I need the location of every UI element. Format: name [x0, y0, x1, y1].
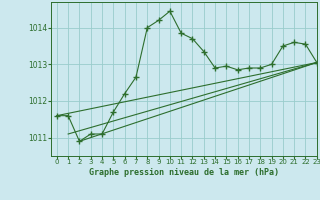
X-axis label: Graphe pression niveau de la mer (hPa): Graphe pression niveau de la mer (hPa): [89, 168, 279, 177]
